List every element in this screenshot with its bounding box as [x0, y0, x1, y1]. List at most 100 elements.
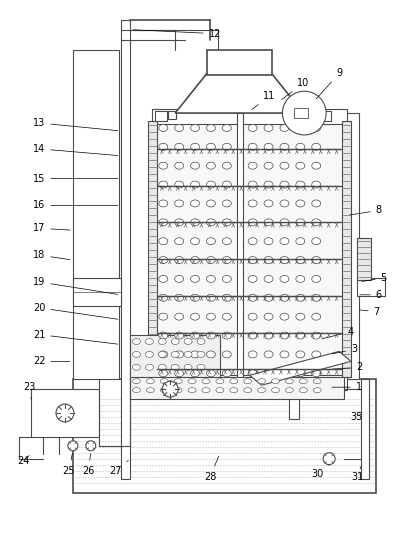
Ellipse shape — [222, 181, 231, 188]
Ellipse shape — [206, 200, 215, 207]
Ellipse shape — [311, 313, 320, 320]
Text: 23: 23 — [23, 382, 35, 399]
Polygon shape — [175, 73, 303, 113]
Ellipse shape — [196, 339, 205, 345]
Ellipse shape — [263, 219, 272, 226]
Ellipse shape — [171, 364, 179, 370]
Ellipse shape — [247, 162, 256, 169]
Ellipse shape — [174, 181, 183, 188]
Bar — [148, 121, 157, 377]
Ellipse shape — [196, 351, 205, 357]
Ellipse shape — [247, 313, 256, 320]
Ellipse shape — [247, 125, 256, 132]
Text: 15: 15 — [33, 174, 117, 184]
Ellipse shape — [295, 238, 304, 244]
Ellipse shape — [206, 332, 215, 339]
Ellipse shape — [188, 388, 196, 393]
Bar — [31, 389, 98, 437]
Ellipse shape — [132, 339, 140, 345]
Ellipse shape — [196, 364, 205, 370]
Ellipse shape — [295, 294, 304, 301]
Ellipse shape — [247, 200, 256, 207]
Ellipse shape — [202, 388, 209, 393]
Ellipse shape — [279, 125, 288, 132]
Ellipse shape — [285, 379, 293, 384]
Ellipse shape — [263, 238, 272, 244]
Ellipse shape — [190, 200, 199, 207]
Ellipse shape — [132, 379, 140, 384]
Ellipse shape — [190, 162, 199, 169]
Text: 7: 7 — [359, 307, 379, 317]
Ellipse shape — [279, 313, 288, 320]
Ellipse shape — [279, 181, 288, 188]
Ellipse shape — [190, 238, 199, 244]
Circle shape — [68, 441, 78, 451]
Text: 6: 6 — [359, 290, 381, 300]
Ellipse shape — [158, 351, 167, 358]
Ellipse shape — [222, 200, 231, 207]
Ellipse shape — [295, 276, 304, 282]
Ellipse shape — [174, 276, 183, 282]
Ellipse shape — [247, 143, 256, 150]
Text: 21: 21 — [33, 330, 117, 344]
Ellipse shape — [190, 313, 199, 320]
Text: 4: 4 — [321, 326, 353, 339]
Ellipse shape — [279, 162, 288, 169]
Ellipse shape — [158, 364, 166, 370]
Ellipse shape — [263, 370, 272, 377]
Ellipse shape — [190, 276, 199, 282]
Ellipse shape — [271, 388, 279, 393]
Ellipse shape — [311, 238, 320, 244]
Ellipse shape — [247, 219, 256, 226]
Ellipse shape — [311, 351, 320, 358]
Text: 31: 31 — [350, 467, 362, 482]
Text: 9: 9 — [315, 68, 341, 99]
Ellipse shape — [247, 351, 256, 358]
Ellipse shape — [174, 313, 183, 320]
Ellipse shape — [206, 162, 215, 169]
Ellipse shape — [160, 388, 168, 393]
Ellipse shape — [145, 364, 153, 370]
Ellipse shape — [160, 379, 168, 384]
Bar — [73, 278, 120, 305]
Ellipse shape — [215, 388, 223, 393]
Ellipse shape — [222, 125, 231, 132]
Ellipse shape — [263, 294, 272, 301]
Ellipse shape — [158, 200, 167, 207]
Ellipse shape — [174, 162, 183, 169]
Ellipse shape — [158, 339, 166, 345]
Text: 20: 20 — [33, 303, 117, 319]
Ellipse shape — [222, 332, 231, 339]
Ellipse shape — [206, 370, 215, 377]
Ellipse shape — [263, 200, 272, 207]
Ellipse shape — [295, 370, 304, 377]
Bar — [309, 111, 318, 119]
Bar — [356, 278, 384, 296]
Ellipse shape — [263, 162, 272, 169]
Ellipse shape — [243, 388, 251, 393]
Text: 28: 28 — [203, 456, 218, 482]
Ellipse shape — [158, 219, 167, 226]
Ellipse shape — [257, 379, 265, 384]
Bar — [73, 379, 375, 493]
Ellipse shape — [190, 351, 199, 358]
Ellipse shape — [146, 379, 154, 384]
Bar — [130, 334, 220, 379]
Ellipse shape — [279, 370, 288, 377]
Ellipse shape — [222, 351, 231, 358]
Ellipse shape — [206, 238, 215, 244]
Bar — [257, 389, 289, 397]
Ellipse shape — [145, 351, 153, 357]
Bar — [152, 109, 346, 124]
Ellipse shape — [158, 181, 167, 188]
Ellipse shape — [263, 125, 272, 132]
Text: 22: 22 — [33, 356, 70, 366]
Text: 2: 2 — [331, 362, 361, 372]
Ellipse shape — [206, 143, 215, 150]
Text: 14: 14 — [33, 144, 117, 156]
Ellipse shape — [295, 181, 304, 188]
Ellipse shape — [279, 257, 288, 264]
Text: 13: 13 — [33, 118, 117, 131]
Bar — [73, 50, 118, 379]
Ellipse shape — [263, 276, 272, 282]
